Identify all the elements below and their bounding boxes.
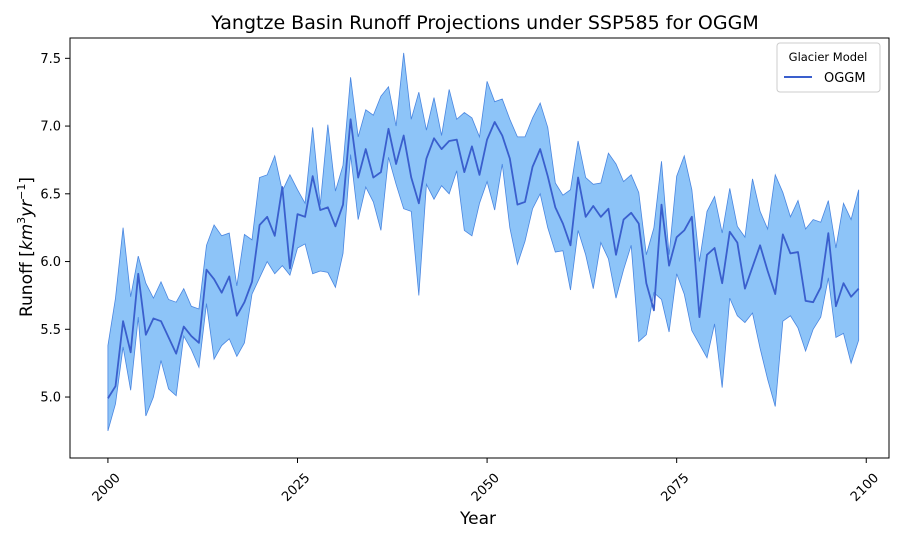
x-axis: 2000 2025 2050 2075 2100 [90, 458, 882, 505]
x-tick-label: 2025 [279, 471, 313, 505]
plot-area [69, 37, 890, 459]
y-tick-label: 6.0 [40, 255, 61, 270]
legend: Glacier Model OGGM [776, 42, 881, 93]
x-tick-label: 2075 [658, 471, 692, 505]
x-axis-label: Year [459, 509, 496, 529]
y-axis-label: Runoff [km3yr−1] [15, 177, 37, 317]
x-tick-label: 2100 [848, 471, 882, 505]
y-label-sup3: 3 [15, 217, 28, 224]
chart-title: Yangtze Basin Runoff Projections under S… [210, 12, 758, 34]
x-tick-label: 2000 [90, 471, 124, 505]
y-tick-label: 5.5 [40, 323, 61, 338]
legend-title: Glacier Model [789, 50, 868, 64]
y-label-yr: yr [17, 199, 37, 218]
y-axis: 5.0 5.5 6.0 6.5 7.0 7.5 [40, 52, 70, 406]
legend-box [776, 42, 881, 93]
y-tick-label: 7.0 [40, 120, 61, 135]
y-tick-label: 6.5 [40, 187, 61, 202]
y-label-km: km [17, 224, 37, 250]
legend-label-oggm: OGGM [824, 71, 866, 86]
y-tick-label: 5.0 [40, 391, 61, 406]
series-line-oggm [107, 118, 860, 399]
uncertainty-band-oggm [107, 52, 860, 432]
y-label-supm1: −1 [15, 184, 28, 200]
x-tick-label: 2050 [469, 471, 503, 505]
axes-frame [69, 37, 890, 459]
y-tick-label: 7.5 [40, 52, 61, 67]
y-label-close: ] [17, 177, 37, 184]
y-label-main: Runoff [ [17, 250, 37, 317]
